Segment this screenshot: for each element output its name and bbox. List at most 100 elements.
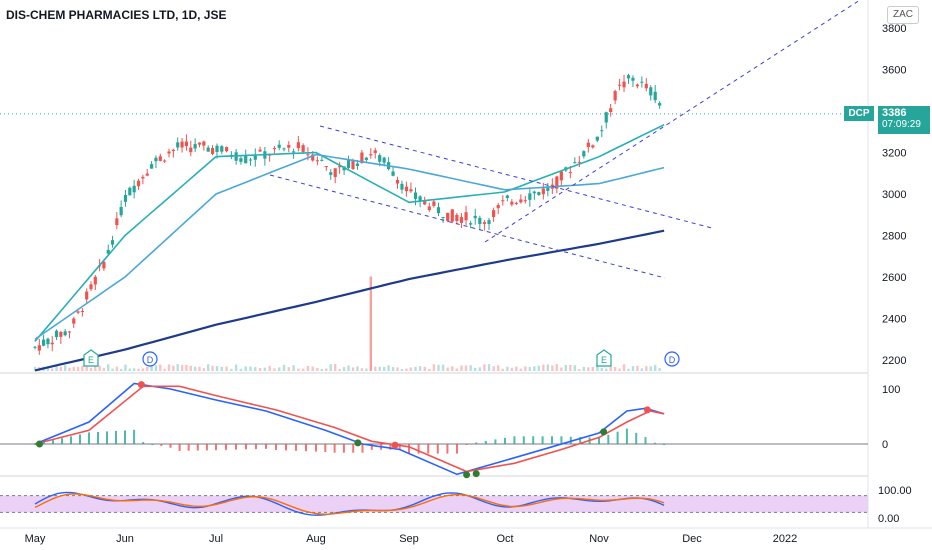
macd-histogram-bar xyxy=(607,434,610,444)
macd-histogram-bar xyxy=(255,444,257,450)
volume-bar xyxy=(33,366,37,371)
volume-bar xyxy=(501,368,505,371)
volume-bar xyxy=(347,365,350,371)
macd-histogram-bar xyxy=(342,444,345,453)
macd-histogram-bar xyxy=(616,431,619,444)
candle-body xyxy=(631,77,635,81)
candle-body xyxy=(176,142,180,148)
price-tick-label: 3800 xyxy=(882,23,906,35)
candle-body xyxy=(528,193,532,200)
volume-bar xyxy=(464,365,468,371)
currency-button[interactable]: ZAC xyxy=(887,6,919,24)
volume-bar xyxy=(497,365,500,371)
price-tick-label: 2600 xyxy=(882,272,906,284)
dividend-marker xyxy=(664,351,680,367)
candle-body xyxy=(617,84,622,86)
candle-body xyxy=(644,83,648,89)
volume-bar xyxy=(311,366,314,371)
candle-body xyxy=(591,145,595,148)
time-tick-label: Aug xyxy=(306,533,326,545)
volume-bar xyxy=(249,366,252,371)
candle-body xyxy=(501,200,505,202)
macd-histogram-bar xyxy=(151,444,154,445)
volume-bar xyxy=(220,366,223,371)
volume-bar xyxy=(658,368,661,371)
candle-body xyxy=(586,142,590,148)
candle-body xyxy=(132,185,136,193)
candle-body xyxy=(180,141,184,148)
volume-bar xyxy=(320,368,324,371)
macd-cross-dot xyxy=(137,381,145,389)
volume-bar xyxy=(391,367,395,371)
candle-body xyxy=(573,162,577,164)
candle-body xyxy=(653,91,657,101)
channel-lower-line xyxy=(269,174,666,279)
candle-body xyxy=(395,180,400,184)
macd-histogram-bar xyxy=(187,444,190,451)
macd-tick-label: 0 xyxy=(882,439,888,451)
volume-bar xyxy=(441,364,445,371)
candle-body xyxy=(63,331,67,336)
macd-histogram-bar xyxy=(569,436,572,444)
macd-histogram-bar xyxy=(196,444,199,451)
volume-bar xyxy=(582,366,586,371)
macd-histogram-bar xyxy=(115,430,117,444)
macd-histogram-bar xyxy=(635,432,638,444)
volume-bar xyxy=(649,366,652,371)
dividend-label: D xyxy=(147,355,154,365)
candle-body xyxy=(409,189,413,192)
candle-body xyxy=(102,261,106,269)
volume-bar xyxy=(94,364,97,371)
candle-body xyxy=(338,166,342,168)
candle-body xyxy=(649,87,653,96)
volume-bar xyxy=(569,364,572,371)
volume-bar xyxy=(342,367,346,371)
price-tick-label: 2800 xyxy=(882,231,906,243)
candle-body xyxy=(441,216,445,218)
candle-body xyxy=(568,172,572,174)
volume-bar xyxy=(613,366,617,371)
candle-body xyxy=(413,192,418,199)
macd-cross-dot xyxy=(36,440,43,448)
candle-body xyxy=(427,206,431,211)
candle-body xyxy=(510,201,514,205)
volume-bar xyxy=(587,367,590,371)
macd-histogram-bar xyxy=(305,444,307,452)
candle-body xyxy=(519,199,523,203)
volume-bar xyxy=(239,368,243,371)
candle-body xyxy=(206,147,210,152)
volume-bar xyxy=(150,365,153,371)
volume-bar xyxy=(564,365,568,371)
macd-histogram-bar xyxy=(43,442,45,444)
volume-bar xyxy=(622,364,626,371)
macd-histogram-bar xyxy=(52,440,54,444)
volume-bar xyxy=(185,364,188,371)
volume-bar xyxy=(533,366,536,371)
candle-body xyxy=(559,171,563,181)
volume-bar xyxy=(132,368,136,371)
volume-bar xyxy=(137,368,140,371)
volume-bar xyxy=(85,366,88,371)
macd-histogram-bar xyxy=(333,444,336,453)
time-tick-label: Jul xyxy=(209,533,223,545)
volume-bar xyxy=(382,366,386,371)
macd-histogram-bar xyxy=(398,444,401,450)
macd-cross-dot xyxy=(463,471,471,479)
volume-bar xyxy=(460,365,463,371)
time-tick-label: Sep xyxy=(399,533,419,545)
volume-bar xyxy=(627,368,630,371)
candle-body xyxy=(46,338,50,345)
macd-histogram-bar xyxy=(408,444,410,454)
candle-body xyxy=(360,152,364,164)
macd-cross-dot xyxy=(600,428,608,436)
macd-histogram-bar xyxy=(475,442,478,444)
macd-histogram-bar xyxy=(389,444,392,450)
candle-body xyxy=(67,331,72,333)
stoch-k-line xyxy=(34,491,665,516)
channel-upper-line xyxy=(319,125,713,229)
volume-bar xyxy=(287,367,290,371)
candle-body xyxy=(72,318,76,324)
volume-bar xyxy=(215,366,219,371)
macd-histogram-bar xyxy=(124,430,126,444)
